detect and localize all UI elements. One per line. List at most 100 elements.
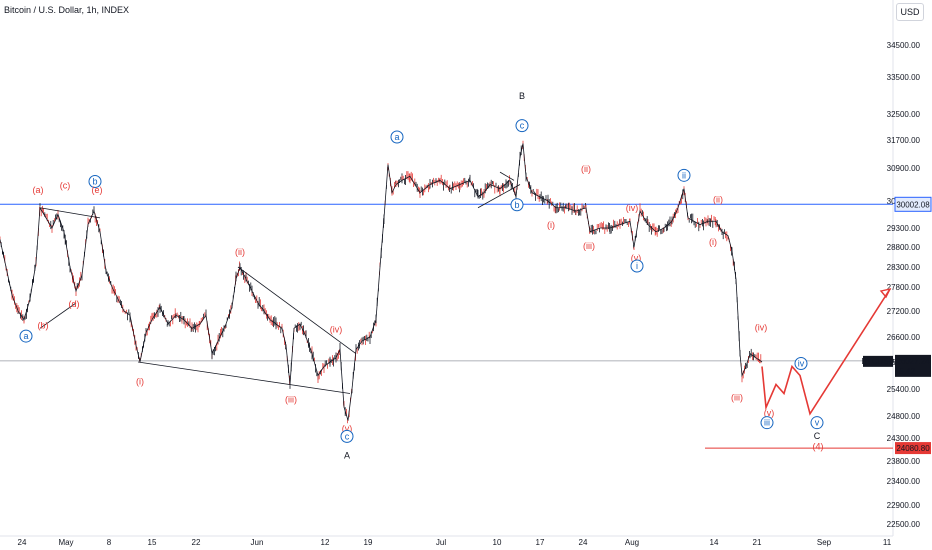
wave-label: B (519, 91, 525, 101)
x-tick-label: 24 (18, 538, 27, 547)
x-tick-label: 12 (321, 538, 330, 547)
wave-circle (510, 198, 524, 212)
wave-label: (b) (38, 320, 49, 330)
trend-line (499, 171, 515, 181)
x-tick-label: 15 (148, 538, 157, 547)
wave-label: (v) (764, 408, 775, 418)
x-tick-label: 17 (536, 538, 545, 547)
y-tick-label: 24800.00 (887, 412, 921, 421)
wave-circle (340, 429, 354, 443)
x-tick-label: Sep (817, 538, 832, 547)
wave-circle (390, 130, 404, 144)
wave-circle (677, 168, 691, 182)
chart-title: Bitcoin / U.S. Dollar, 1h, INDEX (4, 5, 130, 15)
y-tick-label: 22900.00 (887, 501, 921, 510)
wave-label: a (394, 132, 399, 142)
wave-label: (a) (33, 185, 44, 195)
x-tick-label: 8 (107, 538, 112, 547)
wave-circle (515, 119, 529, 133)
x-tick-label: 21 (753, 538, 762, 547)
currency-button[interactable]: USD (896, 3, 924, 21)
wave-label: c (345, 431, 350, 441)
y-tick-label: 22500.00 (887, 520, 921, 529)
price-series-line (0, 143, 763, 421)
y-tick-label: 29300.00 (887, 224, 921, 233)
x-tick-label: 22 (192, 538, 201, 547)
wave-label: (d) (69, 299, 80, 309)
wave-circle (810, 416, 824, 430)
trend-line (39, 302, 77, 329)
wave-label: (4) (813, 442, 824, 452)
symbol-label: BTCUSD (862, 357, 895, 366)
horizontal-level-label: 30002.08 (896, 200, 930, 209)
wave-label: C (814, 431, 821, 441)
horizontal-level-badge (894, 196, 932, 212)
wave-circle (760, 416, 774, 430)
target-level-badge (895, 442, 931, 455)
wave-circle (88, 175, 102, 188)
wave-circle (19, 329, 33, 343)
countdown-label: 15:42 (895, 367, 916, 376)
y-tick-label: 27200.00 (887, 307, 921, 316)
wave-label: (e) (92, 185, 103, 195)
trend-line (39, 207, 101, 219)
y-tick-label: 31700.00 (887, 136, 921, 145)
wave-label: (i) (547, 220, 555, 230)
wave-label: b (92, 177, 97, 187)
projection-path (761, 288, 891, 416)
wave-label: (ii) (581, 164, 591, 174)
projection-arrow-head (879, 287, 892, 299)
x-tick-label: Jun (251, 538, 264, 547)
x-tick-label: 24 (579, 538, 588, 547)
wave-label: iv (798, 359, 805, 369)
wave-label: (v) (342, 423, 353, 433)
y-tick-label: 34500.00 (887, 41, 921, 50)
y-tick-label: 28300.00 (887, 263, 921, 272)
wave-circle (630, 259, 644, 273)
wave-label: (c) (60, 181, 71, 191)
wave-label: i (636, 261, 638, 271)
wave-circle (794, 357, 808, 370)
wave-label: iii (764, 418, 770, 428)
wave-label: (iv) (330, 325, 343, 335)
wave-label: (ii) (235, 247, 245, 257)
x-tick-label: 14 (710, 538, 719, 547)
last-price-label: 26027.24 (896, 357, 930, 366)
x-tick-label: Aug (625, 538, 639, 547)
wave-label: (i) (709, 237, 717, 247)
x-tick-label: 19 (364, 538, 373, 547)
trend-line (137, 361, 351, 394)
wave-label: (iii) (731, 392, 743, 402)
symbol-badge (863, 355, 893, 367)
x-tick-label: 10 (493, 538, 502, 547)
wave-label: (iii) (285, 395, 297, 405)
wave-label: b (514, 200, 519, 210)
wave-label: (iv) (626, 203, 639, 213)
y-tick-label: 23800.00 (887, 457, 921, 466)
wave-label: (ii) (713, 195, 723, 205)
wave-label: (i) (136, 377, 144, 387)
wave-label: c (520, 121, 525, 131)
y-tick-label: 25400.00 (887, 385, 921, 394)
trend-line (237, 266, 357, 354)
y-tick-label: 23400.00 (887, 477, 921, 486)
wave-label: v (815, 418, 820, 428)
y-tick-label: 30900.00 (887, 164, 921, 173)
wave-label: a (23, 331, 28, 341)
wave-label: A (344, 451, 350, 461)
wave-label: ii (682, 170, 686, 180)
wave-label: (v) (631, 253, 642, 263)
wave-label: (iii) (583, 241, 595, 251)
trend-line (477, 184, 521, 209)
y-tick-label: 27800.00 (887, 283, 921, 292)
y-tick-label: 24300.00 (887, 434, 921, 443)
y-tick-label: 26600.00 (887, 333, 921, 342)
x-tick-label: 11 (883, 538, 892, 547)
target-level-label: 24080.80 (896, 444, 930, 453)
x-tick-label: Jul (436, 538, 446, 547)
x-tick-label: May (58, 538, 73, 547)
wave-label: (iv) (755, 323, 768, 333)
y-tick-label: 33500.00 (887, 73, 921, 82)
last-price-badge (895, 354, 931, 377)
